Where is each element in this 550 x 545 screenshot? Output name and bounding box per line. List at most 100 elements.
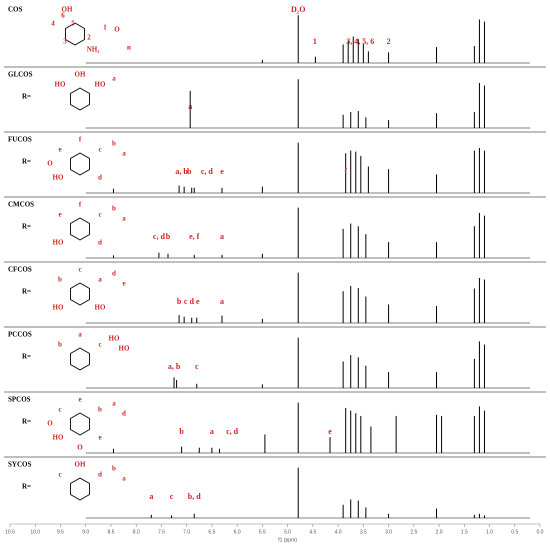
peak-annotation: e, f	[189, 232, 200, 241]
peak-annotation: d	[189, 297, 194, 306]
peak-annotation: c, d	[153, 232, 166, 241]
structure-label: HO	[53, 239, 64, 247]
peak-annotation: a	[220, 232, 224, 241]
structure-ring	[65, 22, 85, 46]
peak-annotation: a, b	[168, 362, 181, 371]
structure-label: HO	[53, 434, 64, 442]
structure-label: b	[58, 341, 62, 349]
structure-ring	[70, 217, 90, 241]
peak-annotation: e	[328, 427, 332, 436]
peak-annotation: b	[187, 167, 192, 176]
structure-label: OH	[75, 71, 86, 79]
panel-name: COS	[8, 6, 23, 14]
x-tick-label: 8.0	[133, 529, 140, 535]
x-tick-label: 8.5	[107, 529, 114, 535]
structure-label: e	[58, 211, 61, 219]
structure-ring	[70, 412, 90, 436]
structure-label: 4	[51, 20, 55, 28]
x-tick-label: 1.0	[486, 529, 493, 535]
structure-label: 2	[87, 34, 91, 42]
structure-label: c	[58, 406, 61, 414]
structure-label: a	[122, 150, 126, 158]
peak-annotation: e	[196, 297, 200, 306]
structure-label: c	[58, 471, 61, 479]
structure-label: 5	[71, 20, 75, 28]
structure-label: f	[79, 136, 82, 144]
structure-label: OH	[62, 6, 73, 14]
r-label: R=	[22, 483, 31, 491]
peak-annotation: b, d	[188, 492, 201, 501]
r-label: R=	[22, 288, 31, 296]
r-label: R=	[22, 223, 31, 231]
x-tick-label: 2.5	[410, 529, 417, 535]
x-tick-label: 3.5	[360, 529, 367, 535]
x-tick-label: 6.5	[208, 529, 215, 535]
peak-annotation: D₂O	[291, 5, 305, 14]
peak-annotation: a	[188, 102, 192, 111]
peak-annotation: 1	[313, 37, 317, 46]
peak-annotation: 2	[387, 37, 391, 46]
peak-annotation: f	[344, 167, 347, 176]
structure-label: d	[98, 471, 102, 479]
peak-annotation: 3, 4, 5, 6	[346, 37, 374, 46]
peak-annotation: c, d	[201, 167, 214, 176]
structure-ring	[70, 477, 90, 501]
panel-name: CMCOS	[8, 201, 34, 209]
structure-ring	[70, 282, 90, 306]
x-tick-label: 10.0	[30, 529, 40, 535]
panel-name: PCCOS	[8, 331, 32, 339]
structure-label: e	[122, 280, 125, 288]
x-tick-label: 5.5	[259, 529, 266, 535]
peak-annotation: c, d	[226, 427, 239, 436]
structure-label: c	[78, 266, 81, 274]
r-label: R=	[22, 418, 31, 426]
peak-annotation: b	[179, 427, 184, 436]
structure-ring	[70, 87, 90, 111]
x-tick-label: 0.0	[537, 529, 544, 535]
peak-annotation: a	[220, 297, 224, 306]
structure-label: a	[112, 75, 116, 83]
structure-label: NH₂	[87, 46, 100, 54]
structure-label: b	[58, 276, 62, 284]
structure-label: O	[114, 26, 120, 34]
structure-label: n	[127, 44, 131, 52]
x-tick-label: 4.0	[335, 529, 342, 535]
peak-annotation: c	[195, 362, 199, 371]
panel-name: SPCOS	[8, 396, 31, 404]
x-tick-label: 9.5	[57, 529, 64, 535]
x-tick-label: 3.0	[385, 529, 392, 535]
structure-label: HO	[119, 345, 130, 353]
structure-label: HO	[53, 174, 64, 182]
peak-annotation: b	[166, 232, 171, 241]
structure-label: e	[98, 434, 101, 442]
panel-name: GLCOS	[8, 71, 33, 79]
structure-label: O	[47, 420, 53, 428]
r-label: R=	[22, 353, 31, 361]
structure-label: f	[79, 201, 82, 209]
structure-label: 6	[61, 12, 65, 20]
x-tick-label: 7.5	[158, 529, 165, 535]
structure-label: d	[98, 239, 102, 247]
x-tick-label: 1.5	[461, 529, 468, 535]
structure-label: a	[122, 475, 126, 483]
structure-label: OH	[75, 461, 86, 469]
structure-label: HO	[109, 335, 120, 343]
structure-label: b	[112, 465, 116, 473]
x-tick-label: 6.0	[234, 529, 241, 535]
x-tick-label: 4.5	[309, 529, 316, 535]
structure-label: d	[122, 410, 126, 418]
structure-label: HO	[55, 81, 66, 89]
structure-ring	[70, 152, 90, 176]
structure-label: HO	[95, 81, 106, 89]
x-tick-label: 9.0	[82, 529, 89, 535]
peak-annotation: b	[177, 297, 182, 306]
x-tick-label: 2.0	[436, 529, 443, 535]
peak-annotation: c	[170, 492, 174, 501]
structure-label: b	[98, 406, 102, 414]
structure-label: 3	[63, 38, 67, 46]
structure-label: e	[58, 146, 61, 154]
structure-label: HO	[95, 304, 106, 312]
structure-ring	[70, 347, 90, 371]
structure-label: a	[112, 400, 116, 408]
